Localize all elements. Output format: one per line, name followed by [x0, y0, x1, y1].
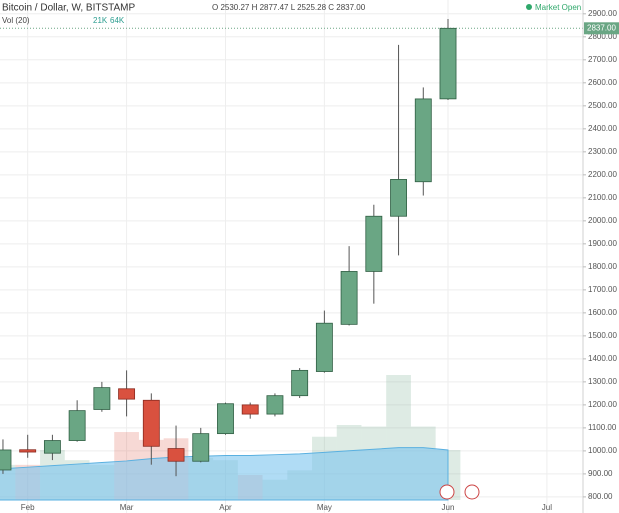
candle-body — [414, 98, 432, 183]
axes: 800.00 900.00 1000.00 1100.00 1200.00 1300.00… — [21, 9, 619, 512]
x-tick-label: Jul — [542, 503, 552, 512]
candle-body — [266, 395, 284, 415]
y-tick-label: 2400.00 — [588, 124, 617, 133]
candle-body — [68, 410, 86, 441]
volume-ma-area — [0, 447, 449, 501]
chart-title: Bitcoin / Dollar, W, BITSTAMP — [2, 3, 136, 14]
candle-body — [118, 388, 136, 400]
y-tick-label: 2200.00 — [588, 170, 617, 179]
y-tick-label: 1100.00 — [588, 423, 617, 432]
x-tick-label: Feb — [21, 503, 35, 512]
y-tick-label: 1000.00 — [588, 446, 617, 455]
candle-body — [0, 449, 12, 471]
y-tick-label: 1900.00 — [588, 239, 617, 248]
y-tick-label: 2000.00 — [588, 216, 617, 225]
y-tick-label: 1600.00 — [588, 308, 617, 317]
y-tick-label: 900.00 — [588, 469, 613, 478]
y-tick-label: 1500.00 — [588, 331, 617, 340]
y-tick-label: 2500.00 — [588, 101, 617, 110]
status-dot — [526, 4, 532, 10]
x-tick-label: Mar — [120, 503, 134, 512]
grid — [0, 0, 583, 513]
candle-body — [439, 27, 457, 100]
y-tick-label: 1300.00 — [588, 377, 617, 386]
market-status: Market Open — [535, 3, 581, 12]
candle-body — [340, 271, 358, 325]
event-icon — [439, 484, 455, 500]
volume-pane — [0, 375, 461, 501]
candle-body — [365, 215, 383, 272]
y-tick-label: 1700.00 — [588, 285, 617, 294]
event-icon — [464, 484, 480, 500]
volume-label: Vol (20) — [2, 16, 30, 25]
x-tick-label: May — [317, 503, 332, 512]
volume-ma-readout: 64K — [110, 16, 125, 25]
candle-body — [315, 322, 333, 372]
x-tick-label: Jun — [442, 503, 455, 512]
candle-body — [19, 449, 37, 453]
last-price-label: 2837.00 — [587, 23, 616, 32]
y-tick-label: 1800.00 — [588, 262, 617, 271]
y-tick-label: 1400.00 — [588, 354, 617, 363]
y-tick-label: 2800.00 — [588, 32, 617, 41]
y-tick-label: 2600.00 — [588, 78, 617, 87]
candle-body — [142, 399, 160, 447]
candles — [0, 18, 583, 477]
candle-body — [93, 387, 111, 410]
y-tick-label: 2300.00 — [588, 147, 617, 156]
y-tick-label: 800.00 — [588, 492, 613, 501]
candle-body — [241, 404, 259, 415]
last-price-tag — [584, 22, 619, 35]
y-tick-label: 2700.00 — [588, 55, 617, 64]
candle-body — [390, 179, 407, 217]
event-icons — [439, 484, 480, 500]
y-tick-label: 2900.00 — [588, 9, 617, 18]
candle-body — [291, 369, 309, 397]
candle-body — [167, 448, 185, 462]
candle-body — [192, 433, 210, 462]
candle-body — [43, 440, 61, 454]
candle-body — [217, 403, 234, 435]
x-tick-label: Apr — [219, 503, 232, 512]
y-tick-label: 2100.00 — [588, 193, 617, 202]
volume-readout: 21K — [93, 16, 108, 25]
y-tick-label: 1200.00 — [588, 400, 617, 409]
ohlc-readout: O 2530.27 H 2877.47 L 2525.28 C 2837.00 — [212, 3, 366, 12]
